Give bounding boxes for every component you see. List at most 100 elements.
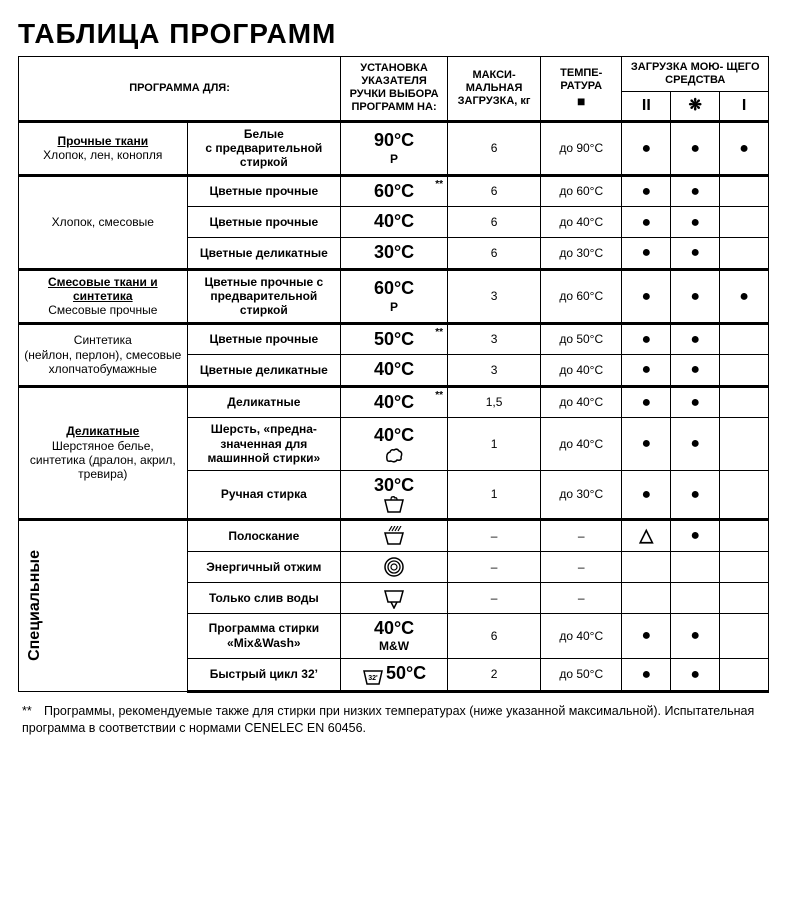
header-program: ПРОГРАММА ДЛЯ:: [19, 57, 341, 122]
load-cell: 6: [448, 175, 541, 207]
option-cell: Программа стирки «Mix&Wash»: [187, 613, 340, 658]
detergent-flower-cell: ●: [671, 207, 720, 238]
detergent-flower-cell: ●: [671, 418, 720, 470]
detergent-I-cell: [720, 323, 769, 355]
detergent-II-cell: ●: [622, 121, 671, 175]
load-cell: 1,5: [448, 386, 541, 418]
detergent-flower-cell: ●: [671, 355, 720, 387]
detergent-I-cell: [720, 551, 769, 582]
load-cell: 6: [448, 207, 541, 238]
temp-cell: до 60°C: [541, 175, 622, 207]
header-detergent: ЗАГРУЗКА МОЮ- ЩЕГО СРЕДСТВА: [622, 57, 769, 92]
option-cell: Деликатные: [187, 386, 340, 418]
category-title: Деликатные: [66, 424, 139, 438]
category-title: Специальные: [23, 540, 46, 671]
detergent-II-cell: ●: [622, 269, 671, 323]
category-sub: Хлопок, смесовые: [52, 215, 154, 229]
header-det-flower: ❋: [671, 92, 720, 121]
dial-cell: 40°C: [341, 355, 448, 387]
svg-text:32': 32': [368, 675, 378, 682]
dial-cell: 32'50°C: [341, 658, 448, 691]
detergent-flower-cell: [671, 582, 720, 613]
dial-cell: 60°CP: [341, 269, 448, 323]
category-cell: Хлопок, смесовые: [19, 175, 188, 269]
footnote-marker: **: [22, 703, 44, 720]
detergent-I-cell: [720, 207, 769, 238]
detergent-I-cell: ●: [720, 121, 769, 175]
category-title: Смесовые ткани и синтетика: [48, 275, 158, 303]
category-title: Прочные ткани: [57, 134, 148, 148]
program-table: ПРОГРАММА ДЛЯ: УСТАНОВКА УКАЗАТЕЛЯ РУЧКИ…: [18, 56, 769, 693]
detergent-II-cell: ●: [622, 613, 671, 658]
detergent-I-cell: ●: [720, 269, 769, 323]
detergent-flower-cell: ●: [671, 237, 720, 269]
detergent-I-cell: [720, 355, 769, 387]
detergent-II-cell: ●: [622, 418, 671, 470]
temp-cell: до 50°C: [541, 323, 622, 355]
header-dial: УСТАНОВКА УКАЗАТЕЛЯ РУЧКИ ВЫБОРА ПРОГРАМ…: [341, 57, 448, 122]
detergent-II-cell: ●: [622, 207, 671, 238]
load-cell: 3: [448, 323, 541, 355]
detergent-I-cell: [720, 582, 769, 613]
category-sub: Синтетика(нейлон, перлон), смесовыехлопч…: [24, 333, 181, 376]
load-cell: 6: [448, 237, 541, 269]
detergent-flower-cell: ●: [671, 121, 720, 175]
option-cell: Цветные прочные: [187, 323, 340, 355]
temp-cell: –: [541, 582, 622, 613]
dial-cell: 40°C: [341, 207, 448, 238]
option-cell: Ручная стирка: [187, 470, 340, 520]
option-cell: Белыес предварительной стиркой: [187, 121, 340, 175]
load-cell: –: [448, 582, 541, 613]
temp-cell: до 40°C: [541, 386, 622, 418]
load-cell: 2: [448, 658, 541, 691]
detergent-flower-cell: ●: [671, 613, 720, 658]
dial-cell: 90°CP: [341, 121, 448, 175]
category-sub: Смесовые прочные: [48, 303, 157, 317]
dial-cell: 60°C: [341, 175, 448, 207]
temp-cell: до 30°C: [541, 237, 622, 269]
load-cell: 1: [448, 470, 541, 520]
detergent-II-cell: ●: [622, 323, 671, 355]
detergent-I-cell: [720, 386, 769, 418]
category-sub: Хлопок, лен, конопля: [43, 148, 162, 162]
load-cell: 3: [448, 355, 541, 387]
option-cell: Полоскание: [187, 520, 340, 552]
temp-cell: до 90°C: [541, 121, 622, 175]
dial-cell: [341, 582, 448, 613]
detergent-I-cell: [720, 175, 769, 207]
temp-cell: –: [541, 520, 622, 552]
detergent-flower-cell: ●: [671, 323, 720, 355]
detergent-flower-cell: ●: [671, 269, 720, 323]
header-det-I: I: [720, 92, 769, 121]
dial-cell: 30°C: [341, 470, 448, 520]
dial-cell: 40°C: [341, 418, 448, 470]
option-cell: Цветные прочные: [187, 207, 340, 238]
detergent-I-cell: [720, 613, 769, 658]
detergent-I-cell: [720, 520, 769, 552]
load-cell: 6: [448, 121, 541, 175]
category-cell: ДеликатныеШерстяное белье, синтетика (др…: [19, 386, 188, 519]
detergent-II-cell: [622, 551, 671, 582]
load-cell: 1: [448, 418, 541, 470]
detergent-II-cell: △: [622, 520, 671, 552]
detergent-flower-cell: ●: [671, 386, 720, 418]
temp-cell: до 30°C: [541, 470, 622, 520]
detergent-I-cell: [720, 418, 769, 470]
option-cell: Цветные прочные с предварительной стирко…: [187, 269, 340, 323]
header-load: МАКСИ- МАЛЬНАЯ ЗАГРУЗКА, кг: [448, 57, 541, 122]
detergent-flower-cell: ●: [671, 658, 720, 691]
load-cell: 3: [448, 269, 541, 323]
temp-cell: до 50°C: [541, 658, 622, 691]
dial-cell: [341, 551, 448, 582]
option-cell: Цветные деликатные: [187, 355, 340, 387]
category-cell: Смесовые ткани и синтетикаСмесовые прочн…: [19, 269, 188, 323]
detergent-II-cell: ●: [622, 658, 671, 691]
page-title: ТАБЛИЦА ПРОГРАММ: [18, 18, 769, 50]
option-cell: Энергичный отжим: [187, 551, 340, 582]
category-cell: Синтетика(нейлон, перлон), смесовыехлопч…: [19, 323, 188, 386]
dial-cell: [341, 520, 448, 552]
detergent-flower-cell: [671, 551, 720, 582]
temp-cell: –: [541, 551, 622, 582]
detergent-flower-cell: ●: [671, 520, 720, 552]
option-cell: Шерсть, «предна-значенная длямашинной ст…: [187, 418, 340, 470]
